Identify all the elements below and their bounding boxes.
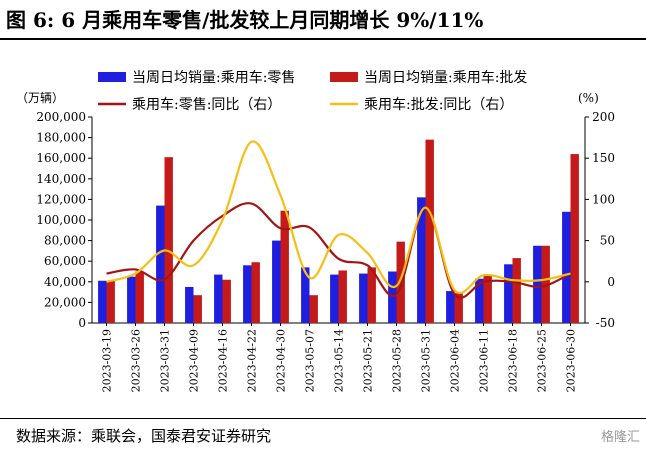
legend-label-wholesale-line: 乘用车:批发:同比（右） [364, 96, 513, 113]
left-tick-label: 80,000 [44, 234, 86, 248]
right-tick-label: 50 [600, 234, 615, 248]
figure-title: 图 6: 6 月乘用车零售/批发较上月同期增长 9%/11% [6, 8, 484, 32]
bars [98, 139, 579, 323]
right-tick-label: -50 [596, 316, 615, 330]
x-tick-label: 2023-03-26 [130, 329, 143, 392]
bar-retail [98, 280, 107, 323]
line-wholesale-yoy [106, 140, 571, 294]
bar-wholesale [512, 258, 521, 323]
bar-wholesale [164, 157, 173, 323]
bar-retail [533, 245, 542, 323]
bar-retail [330, 274, 339, 323]
bottom-rule [0, 418, 646, 419]
bar-retail [504, 264, 513, 323]
bar-retail [562, 211, 571, 323]
bar-wholesale [454, 293, 463, 323]
legend-swatch-wholesale-bar [330, 72, 358, 82]
bar-wholesale [570, 154, 579, 323]
bar-wholesale [251, 262, 260, 323]
x-tick-label: 2023-03-31 [159, 329, 172, 392]
x-tick-label: 2023-04-16 [217, 329, 230, 392]
legend-swatch-retail-bar [98, 72, 126, 82]
left-tick-label: 0 [78, 316, 86, 330]
bar-wholesale [193, 295, 202, 323]
chart: 当周日均销量:乘用车:零售 当周日均销量:乘用车:批发 乘用车:零售:同比（右）… [16, 69, 615, 392]
bar-retail [301, 267, 310, 323]
x-tick-label: 2023-05-31 [420, 329, 433, 392]
right-axis-unit: (%) [578, 91, 599, 105]
bar-wholesale [541, 245, 550, 323]
x-tick-label: 2023-06-25 [536, 329, 549, 392]
legend-label-retail-bar: 当周日均销量:乘用车:零售 [132, 69, 295, 86]
bar-retail [156, 205, 165, 323]
bar-wholesale [135, 271, 144, 323]
right-tick-label: 150 [592, 151, 615, 165]
left-tick-label: 60,000 [44, 254, 86, 268]
left-axis-unit: （万辆） [16, 91, 64, 105]
bar-wholesale [309, 295, 318, 323]
data-source: 数据来源：乘联会，国泰君安证券研究 [16, 427, 272, 445]
x-tick-label: 2023-06-11 [478, 329, 491, 392]
bar-wholesale [280, 210, 289, 323]
right-tick-label: 0 [607, 275, 615, 289]
line-retail-yoy [106, 202, 571, 299]
left-tick-label: 200,000 [36, 110, 86, 124]
bar-wholesale [367, 267, 376, 323]
right-tick-label: 200 [592, 110, 615, 124]
left-tick-label: 100,000 [36, 213, 86, 227]
x-tick-label: 2023-05-07 [304, 329, 317, 392]
bar-wholesale [222, 279, 231, 323]
lines [106, 140, 571, 299]
x-tick-label: 2023-05-21 [362, 329, 375, 392]
x-tick-label: 2023-06-18 [507, 329, 520, 392]
bar-retail [185, 286, 194, 323]
bar-retail [446, 291, 455, 323]
legend: 当周日均销量:乘用车:零售 当周日均销量:乘用车:批发 乘用车:零售:同比（右）… [98, 69, 527, 113]
bar-retail [214, 274, 223, 323]
left-tick-label: 160,000 [36, 151, 86, 165]
left-tick-label: 20,000 [44, 295, 86, 309]
x-tick-label: 2023-04-09 [188, 329, 201, 392]
bar-wholesale [106, 280, 115, 323]
bar-retail [243, 265, 252, 323]
x-tick-label: 2023-06-04 [449, 329, 462, 392]
watermark: 格隆汇 [600, 430, 640, 445]
x-tick-label: 2023-03-19 [101, 329, 114, 392]
top-rule [0, 38, 646, 40]
left-tick-label: 140,000 [36, 172, 86, 186]
right-tick-label: 100 [592, 192, 615, 206]
x-tick-label: 2023-05-28 [391, 329, 404, 392]
bar-retail [388, 271, 397, 323]
bar-wholesale [425, 139, 434, 323]
bar-retail [127, 276, 136, 323]
bar-retail [475, 278, 484, 323]
x-axis-ticks: 2023-03-19 2023-03-26 2023-03-31 2023-04-09… [101, 323, 578, 392]
bar-wholesale [338, 270, 347, 323]
x-tick-label: 2023-04-22 [246, 329, 259, 392]
right-axis-ticks: -50 0 50 100 150 200 [585, 110, 615, 330]
bar-retail [359, 273, 368, 323]
x-tick-label: 2023-04-30 [275, 329, 288, 392]
legend-label-wholesale-bar: 当周日均销量:乘用车:批发 [364, 69, 527, 86]
bar-wholesale [483, 275, 492, 323]
left-tick-label: 40,000 [44, 275, 86, 289]
bar-retail [272, 240, 281, 323]
left-axis-ticks: 0 20,000 40,000 60,000 80,000 100,000 120,000 1… [36, 110, 92, 330]
x-tick-label: 2023-05-14 [333, 329, 346, 392]
legend-label-retail-line: 乘用车:零售:同比（右） [132, 96, 281, 113]
x-tick-label: 2023-06-30 [565, 329, 578, 392]
bar-retail [417, 197, 426, 323]
left-tick-label: 180,000 [36, 131, 86, 145]
left-tick-label: 120,000 [36, 192, 86, 206]
